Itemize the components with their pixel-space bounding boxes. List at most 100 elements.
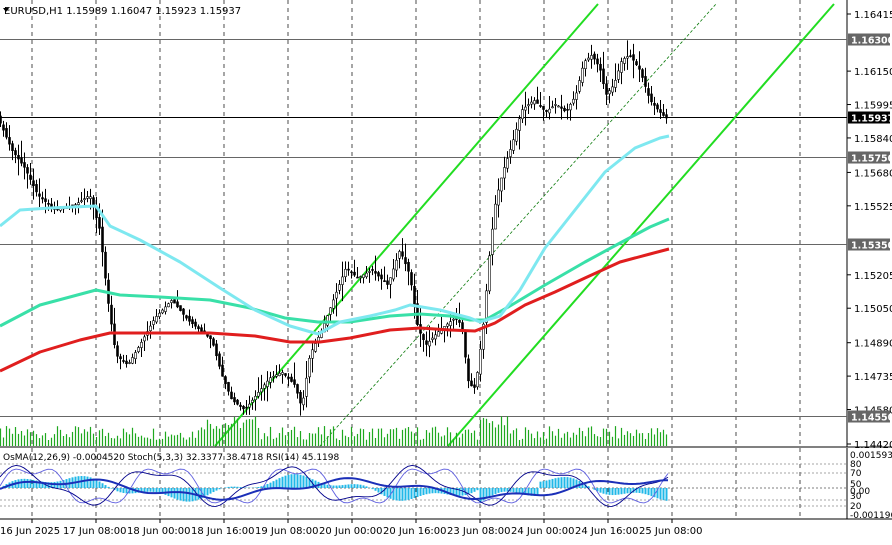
candle-body xyxy=(413,285,416,306)
price-label: 1.15680 xyxy=(854,168,892,179)
level-tag-bg xyxy=(848,410,890,423)
candle-body xyxy=(245,406,248,409)
candle-body xyxy=(233,397,236,403)
candle-body xyxy=(314,343,317,352)
candle-body xyxy=(119,356,122,360)
candle-body xyxy=(305,377,308,397)
time-label: 20 Jun 00:00 xyxy=(319,526,383,537)
candle-body xyxy=(425,340,428,345)
candle-body xyxy=(239,404,242,407)
level-tag-bg xyxy=(848,238,890,251)
price-axis: 1.16415 1.16150 1.15995 1.15840 1.15680 1.155… xyxy=(847,10,892,451)
candle-body xyxy=(461,322,464,330)
channel-lower-line xyxy=(447,3,835,447)
candle-body xyxy=(422,334,425,340)
candle-body xyxy=(638,65,641,70)
indicator-axis-label: 0.00 xyxy=(850,487,870,497)
candle-body xyxy=(80,200,83,202)
indicator-panel[interactable] xyxy=(0,448,847,519)
indicator-axis-label: 80 xyxy=(850,460,862,470)
price-label: 1.14735 xyxy=(854,372,892,383)
candle-body xyxy=(656,104,659,110)
candle-body xyxy=(335,291,338,299)
candle-body xyxy=(407,262,410,272)
candle-body xyxy=(170,300,173,303)
time-label: 24 Jun 00:00 xyxy=(511,526,575,537)
candle-body xyxy=(386,280,389,285)
candle-body xyxy=(260,388,263,393)
price-label: 1.15205 xyxy=(854,271,892,282)
horizontal-levels xyxy=(0,39,847,417)
ema-fast-line xyxy=(0,134,670,336)
candle-body xyxy=(473,384,476,388)
time-label: 19 Jun 08:00 xyxy=(255,526,319,537)
candle-body xyxy=(353,271,356,276)
candle-body xyxy=(533,100,536,105)
indicator-header: OsMA(12,26,9) -0.0004520 Stoch(5,3,3) 32… xyxy=(3,453,339,463)
vertical-gridlines xyxy=(31,0,801,519)
candle-body xyxy=(155,316,158,323)
candle-body xyxy=(587,57,590,61)
candle-body xyxy=(350,271,353,274)
candle-body xyxy=(161,309,164,314)
main-chart-panel[interactable] xyxy=(0,0,847,447)
candle-body xyxy=(458,320,461,323)
candle-body xyxy=(557,105,560,108)
candle-body xyxy=(449,321,452,326)
candle-body xyxy=(29,174,32,180)
price-label: 1.15840 xyxy=(854,134,892,145)
indicator-axis-label: 0.0015933 xyxy=(850,451,892,461)
candle-body xyxy=(485,290,488,323)
candle-body xyxy=(347,268,350,271)
candle-body xyxy=(665,114,668,119)
channel-mid-line xyxy=(319,3,717,447)
candle-body xyxy=(398,251,401,259)
candle-body xyxy=(149,325,152,332)
candle-body xyxy=(128,362,131,364)
candle-body xyxy=(143,336,146,342)
trend-channel-lines xyxy=(214,3,835,447)
price-label: 1.14890 xyxy=(854,339,892,350)
candle-body xyxy=(524,106,527,111)
candle-body xyxy=(212,338,215,346)
candle-body xyxy=(200,327,203,332)
candle-body xyxy=(545,110,548,112)
candle-body xyxy=(410,272,413,286)
candle-body xyxy=(599,63,602,71)
candle-body xyxy=(176,301,179,308)
candle-body xyxy=(470,380,473,387)
candle-body xyxy=(263,384,266,389)
price-label: 1.16415 xyxy=(854,10,892,21)
price-label: 1.14420 xyxy=(854,440,892,451)
candle-body xyxy=(590,55,593,60)
candle-body xyxy=(551,106,554,109)
candle-body xyxy=(98,217,101,229)
time-label: 24 Jun 16:00 xyxy=(575,526,639,537)
candle-body xyxy=(254,395,257,400)
candle-body xyxy=(284,373,287,376)
candle-body xyxy=(197,326,200,330)
dropdown-triangle-icon[interactable] xyxy=(3,8,9,12)
candle-body xyxy=(47,203,50,205)
time-label: 17 Jun 08:00 xyxy=(63,526,127,537)
candle-body xyxy=(623,58,626,64)
time-label: 20 Jun 16:00 xyxy=(383,526,447,537)
candle-body xyxy=(86,196,89,199)
candle-body xyxy=(224,376,227,385)
time-label: 25 Jun 08:00 xyxy=(639,526,703,537)
candle-body xyxy=(23,162,26,168)
candle-body xyxy=(632,54,635,61)
candle-body xyxy=(83,198,86,200)
price-label: 1.15995 xyxy=(854,101,892,112)
candle-body xyxy=(338,284,341,291)
candle-body xyxy=(659,109,662,113)
candle-body xyxy=(308,358,311,378)
candle-body xyxy=(26,167,29,174)
volume-bars xyxy=(0,416,668,446)
price-label: 1.15525 xyxy=(854,202,892,213)
candle-body xyxy=(503,167,506,179)
candle-body xyxy=(38,193,41,197)
candle-body xyxy=(140,341,143,348)
